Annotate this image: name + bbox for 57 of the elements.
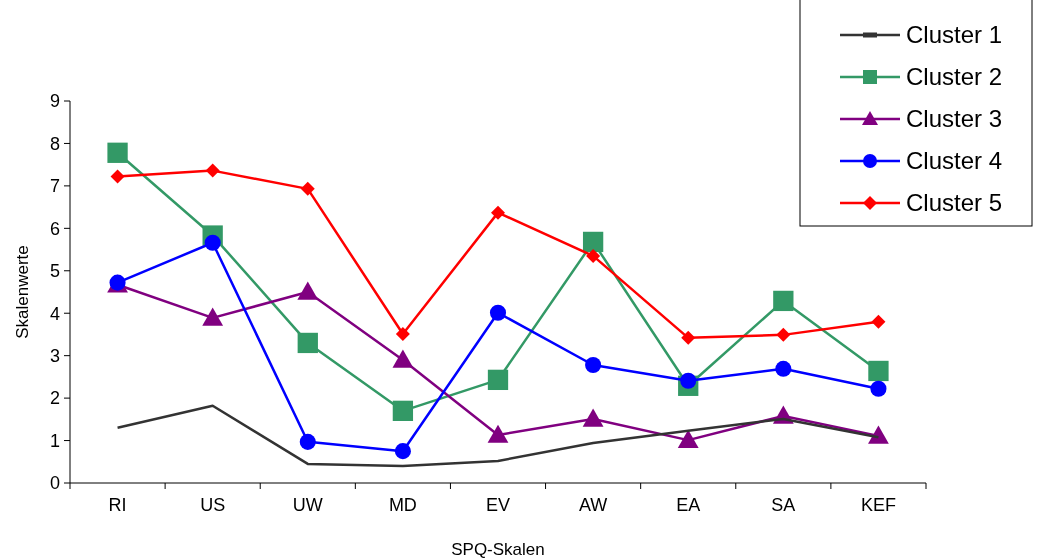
- point: [582, 231, 604, 253]
- legend-label: Cluster 1: [906, 21, 1003, 49]
- x-tick-label: EA: [676, 495, 701, 515]
- x-tick-label: MD: [388, 495, 417, 515]
- point: [107, 142, 128, 163]
- y-tick-label: 3: [49, 345, 60, 366]
- y-tick-label: 7: [49, 176, 60, 197]
- point: [297, 332, 318, 354]
- point: [204, 234, 221, 251]
- point: [868, 425, 889, 444]
- point: [585, 356, 602, 374]
- point: [297, 281, 319, 300]
- point: [871, 314, 886, 329]
- y-tick-label: 5: [49, 261, 60, 282]
- point: [394, 443, 411, 460]
- point: [491, 205, 505, 220]
- point: [776, 327, 791, 342]
- y-tick-label: 8: [49, 133, 60, 154]
- point: [487, 369, 509, 391]
- point: [487, 424, 509, 443]
- x-tick-label: AW: [578, 495, 608, 515]
- x-tick-label: RI: [108, 495, 127, 515]
- x-tick-label: KEF: [860, 495, 896, 515]
- point: [681, 330, 696, 345]
- legend-label: Cluster 4: [906, 147, 1003, 175]
- y-tick-label: 4: [49, 303, 60, 324]
- point: [395, 327, 410, 342]
- point: [586, 248, 601, 263]
- x-tick-label: US: [200, 495, 226, 515]
- legend-label: Cluster 5: [906, 189, 1003, 217]
- point: [392, 400, 414, 421]
- x-tick-label: EV: [485, 495, 511, 515]
- point: [868, 360, 889, 382]
- y-tick-label: 9: [49, 91, 60, 112]
- point: [489, 304, 507, 321]
- x-tick-label: SA: [771, 495, 796, 515]
- x-tick-label: UW: [292, 495, 323, 515]
- y-tick-label: 0: [49, 473, 60, 494]
- point: [870, 380, 887, 397]
- point: [299, 433, 316, 450]
- point: [773, 290, 794, 312]
- y-tick-label: 2: [49, 388, 60, 409]
- point: [582, 408, 604, 427]
- point: [110, 169, 125, 184]
- point: [775, 360, 792, 377]
- y-tick-label: 1: [49, 430, 60, 451]
- point: [205, 163, 220, 178]
- point: [392, 349, 414, 368]
- point: [202, 307, 224, 326]
- point: [300, 181, 315, 196]
- y-axis-title: Skalenwerte: [13, 245, 32, 339]
- legend-label: Cluster 2: [906, 63, 1003, 91]
- point: [680, 372, 697, 389]
- point: [677, 429, 699, 448]
- x-axis-title: SPQ-Skalen: [451, 540, 545, 559]
- y-tick-label: 6: [49, 218, 60, 239]
- legend-label: Cluster 3: [906, 105, 1003, 133]
